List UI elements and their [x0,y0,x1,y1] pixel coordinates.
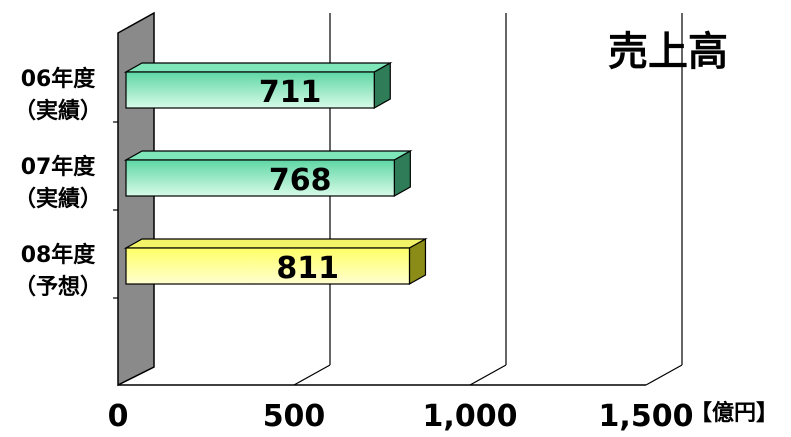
category-label: （実績） [14,186,102,212]
bar [125,71,375,109]
gridline-floor [469,364,507,386]
bar-value-label: 811 [276,251,339,286]
category-label: 08年度 [21,242,97,268]
bar-value-label: 768 [269,163,332,198]
category-label: 07年度 [21,154,97,180]
x-axis-ticks: 0 500 1,000 1,500 [108,399,694,434]
x-tick-label: 1,000 [423,399,518,433]
x-tick-label: 1,500 [599,399,694,433]
bar-top-face [123,150,413,161]
bars-group: 711 768 811 [123,61,428,286]
category-label: 06年度 [21,66,97,92]
category-labels: 06年度 （実績） 07年度 （実績） 08年度 （予想） [14,66,118,300]
unit-label: 【億円】 [690,400,778,426]
category-label: （予想） [14,275,102,300]
bar-value-label: 711 [259,75,322,110]
bar-top-face [123,238,428,249]
chart-title: 売上高 [608,29,728,75]
bar [125,159,395,197]
bar [125,247,411,285]
x-tick-label: 0 [108,399,129,433]
gridline-floor [645,364,683,386]
gridline-floor [293,364,331,386]
category-label: （実績） [14,98,102,124]
x-tick-label: 500 [263,399,326,433]
bar-top-face [123,62,393,73]
